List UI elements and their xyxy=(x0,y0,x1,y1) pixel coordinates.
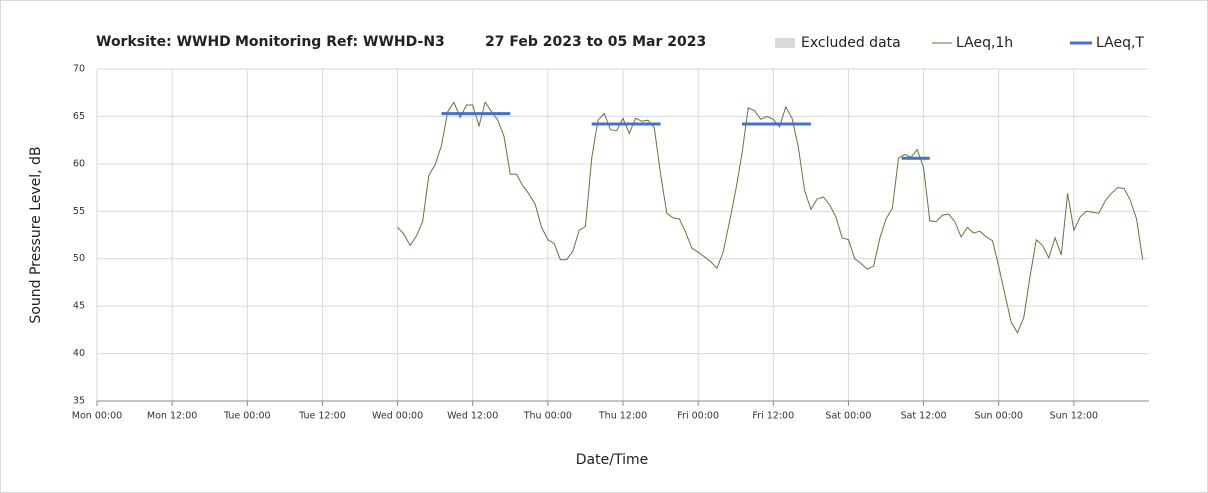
title-dates: 27 Feb 2023 to 05 Mar 2023 xyxy=(485,34,706,50)
y-tick-label: 45 xyxy=(73,301,85,312)
x-axis-title: Date/Time xyxy=(576,452,648,468)
legend-label: LAeq,1h xyxy=(956,35,1013,51)
x-tick-label: Thu 00:00 xyxy=(523,411,572,422)
x-tick-label: Mon 00:00 xyxy=(72,411,122,422)
legend-swatch xyxy=(775,38,795,48)
y-tick-label: 65 xyxy=(73,111,85,122)
x-tick-label: Fri 00:00 xyxy=(677,411,719,422)
x-tick-label: Sat 12:00 xyxy=(901,411,947,422)
y-tick-label: 70 xyxy=(73,64,85,75)
x-tick-label: Tue 12:00 xyxy=(298,411,346,422)
y-tick-label: 50 xyxy=(73,253,85,264)
x-tick-label: Sun 00:00 xyxy=(974,411,1022,422)
y-axis-title: Sound Pressure Level, dB xyxy=(28,146,44,323)
x-tick-label: Tue 00:00 xyxy=(223,411,271,422)
x-tick-label: Fri 12:00 xyxy=(752,411,794,422)
x-tick-label: Sun 12:00 xyxy=(1050,411,1098,422)
x-tick-label: Wed 00:00 xyxy=(372,411,423,422)
x-tick-label: Thu 12:00 xyxy=(598,411,647,422)
y-tick-label: 55 xyxy=(73,206,85,217)
series-line xyxy=(397,100,1144,334)
y-tick-label: 60 xyxy=(73,158,85,169)
legend-label: LAeq,T xyxy=(1096,35,1144,51)
title-ref: Monitoring Ref: WWHD-N3 xyxy=(235,34,445,50)
title-worksite: Worksite: WWHD xyxy=(96,34,231,50)
y-tick-label: 35 xyxy=(73,396,85,407)
x-tick-label: Sat 00:00 xyxy=(825,411,871,422)
legend-label: Excluded data xyxy=(801,35,901,51)
x-tick-label: Mon 12:00 xyxy=(147,411,197,422)
x-tick-label: Wed 12:00 xyxy=(447,411,498,422)
y-tick-label: 40 xyxy=(73,348,85,359)
